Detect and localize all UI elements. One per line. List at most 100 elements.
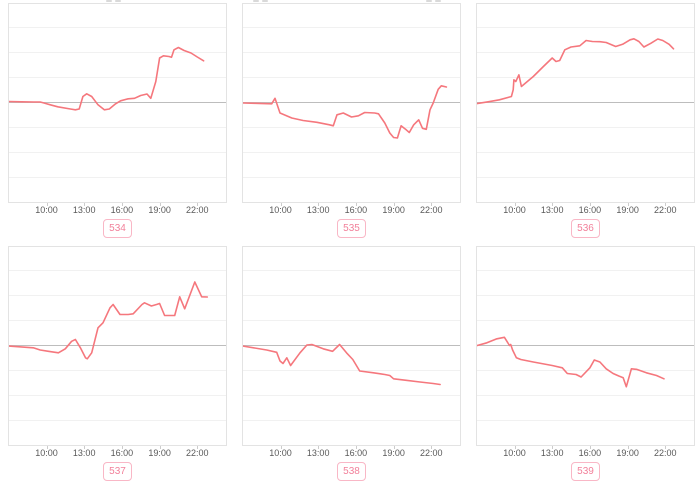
zero-baseline bbox=[9, 345, 226, 346]
axis-tick-label: 10:00 bbox=[269, 448, 292, 458]
badge-row: 535 bbox=[242, 218, 461, 239]
axis-tick-label: 10:00 bbox=[269, 205, 292, 215]
axis-tick-mark bbox=[159, 203, 161, 206]
axis-tick-label: 22:00 bbox=[420, 205, 443, 215]
chart-row-1: 10:00 13:00 16:00 19:00 22:00 534 10:00 13:00… bbox=[0, 0, 700, 239]
axis-tick-label: 19:00 bbox=[148, 205, 171, 215]
axis-tick-label: 16:00 bbox=[578, 448, 602, 458]
axis-tick-label: 10:00 bbox=[35, 205, 58, 215]
axis-tick-label: 22:00 bbox=[654, 205, 677, 215]
x-axis: 10:00 13:00 16:00 19:00 22:00 bbox=[476, 203, 695, 216]
series-line bbox=[477, 336, 665, 388]
x-axis: 10:00 13:00 16:00 19:00 22:00 bbox=[242, 203, 461, 216]
series-line bbox=[9, 281, 209, 360]
chart-cell-535: 10:00 13:00 16:00 19:00 22:00 535 bbox=[242, 3, 461, 239]
axis-tick-mark bbox=[665, 203, 667, 206]
axis-tick-label: 22:00 bbox=[186, 205, 209, 215]
axis-tick-mark bbox=[393, 203, 395, 206]
axis-tick-mark bbox=[318, 203, 320, 206]
cropped-text-fragments bbox=[0, 0, 700, 3]
axis-tick-mark bbox=[431, 203, 433, 206]
line-chart bbox=[477, 37, 675, 105]
x-axis: 10:00 13:00 16:00 19:00 22:00 bbox=[8, 446, 227, 459]
badge-row: 539 bbox=[476, 461, 695, 482]
axis-tick-label: 22:00 bbox=[420, 448, 443, 458]
axis-tick-mark bbox=[393, 446, 395, 449]
axis-tick-mark bbox=[84, 203, 86, 206]
x-axis: 10:00 13:00 16:00 19:00 22:00 bbox=[242, 446, 461, 459]
axis-tick-mark bbox=[355, 446, 357, 449]
axis-tick-label: 13:00 bbox=[72, 448, 96, 458]
zero-baseline bbox=[477, 345, 694, 346]
axis-tick-label: 19:00 bbox=[382, 205, 405, 215]
axis-tick-mark bbox=[627, 446, 629, 449]
axis-tick-mark bbox=[589, 203, 591, 206]
zero-baseline bbox=[477, 102, 694, 103]
axis-tick-mark bbox=[280, 203, 282, 206]
line-chart bbox=[477, 336, 665, 388]
chart-id-badge[interactable]: 538 bbox=[337, 462, 366, 481]
axis-tick-label: 22:00 bbox=[654, 448, 677, 458]
series-line bbox=[477, 37, 675, 105]
axis-tick-mark bbox=[197, 203, 199, 206]
axis-tick-mark bbox=[46, 446, 48, 449]
zero-baseline bbox=[243, 345, 460, 346]
chart-panel bbox=[242, 246, 461, 446]
axis-tick-label: 16:00 bbox=[110, 205, 134, 215]
x-axis: 10:00 13:00 16:00 19:00 22:00 bbox=[476, 446, 695, 459]
axis-tick-label: 13:00 bbox=[72, 205, 96, 215]
axis-tick-label: 10:00 bbox=[503, 205, 526, 215]
axis-tick-mark bbox=[665, 446, 667, 449]
chart-panel bbox=[476, 246, 695, 446]
axis-tick-label: 13:00 bbox=[306, 205, 330, 215]
chart-cell-538: 10:00 13:00 16:00 19:00 22:00 538 bbox=[242, 246, 461, 482]
axis-tick-mark bbox=[318, 446, 320, 449]
axis-tick-mark bbox=[552, 446, 554, 449]
axis-tick-label: 19:00 bbox=[616, 205, 639, 215]
axis-tick-mark bbox=[514, 203, 516, 206]
chart-cell-534: 10:00 13:00 16:00 19:00 22:00 534 bbox=[8, 3, 227, 239]
badge-row: 536 bbox=[476, 218, 695, 239]
chart-panel bbox=[8, 3, 227, 203]
axis-tick-mark bbox=[431, 446, 433, 449]
axis-tick-label: 16:00 bbox=[110, 448, 134, 458]
chart-id-badge[interactable]: 539 bbox=[571, 462, 600, 481]
chart-id-badge[interactable]: 536 bbox=[571, 219, 600, 238]
x-axis: 10:00 13:00 16:00 19:00 22:00 bbox=[8, 203, 227, 216]
axis-tick-mark bbox=[355, 203, 357, 206]
line-chart bbox=[9, 281, 209, 360]
axis-tick-mark bbox=[121, 446, 123, 449]
axis-tick-mark bbox=[627, 203, 629, 206]
chart-panel bbox=[242, 3, 461, 203]
axis-tick-label: 13:00 bbox=[306, 448, 330, 458]
axis-tick-label: 19:00 bbox=[148, 448, 171, 458]
line-chart bbox=[243, 85, 448, 139]
axis-tick-label: 19:00 bbox=[616, 448, 639, 458]
axis-tick-mark bbox=[159, 446, 161, 449]
axis-tick-label: 13:00 bbox=[540, 448, 564, 458]
chart-id-badge[interactable]: 534 bbox=[103, 219, 132, 238]
axis-tick-mark bbox=[46, 203, 48, 206]
chart-cell-539: 10:00 13:00 16:00 19:00 22:00 539 bbox=[476, 246, 695, 482]
chart-id-badge[interactable]: 537 bbox=[103, 462, 132, 481]
axis-tick-label: 16:00 bbox=[344, 448, 368, 458]
axis-tick-label: 22:00 bbox=[186, 448, 209, 458]
axis-tick-mark bbox=[280, 446, 282, 449]
chart-cell-537: 10:00 13:00 16:00 19:00 22:00 537 bbox=[8, 246, 227, 482]
axis-tick-label: 16:00 bbox=[344, 205, 368, 215]
series-line bbox=[9, 46, 205, 111]
chart-panel bbox=[476, 3, 695, 203]
zero-baseline bbox=[243, 102, 460, 103]
axis-tick-label: 10:00 bbox=[503, 448, 526, 458]
series-line bbox=[243, 85, 448, 139]
chart-panel bbox=[8, 246, 227, 446]
axis-tick-mark bbox=[84, 446, 86, 449]
badge-row: 538 bbox=[242, 461, 461, 482]
axis-tick-label: 16:00 bbox=[578, 205, 602, 215]
axis-tick-label: 13:00 bbox=[540, 205, 564, 215]
badge-row: 537 bbox=[8, 461, 227, 482]
chart-id-badge[interactable]: 535 bbox=[337, 219, 366, 238]
series-line bbox=[243, 343, 441, 386]
axis-tick-mark bbox=[121, 203, 123, 206]
